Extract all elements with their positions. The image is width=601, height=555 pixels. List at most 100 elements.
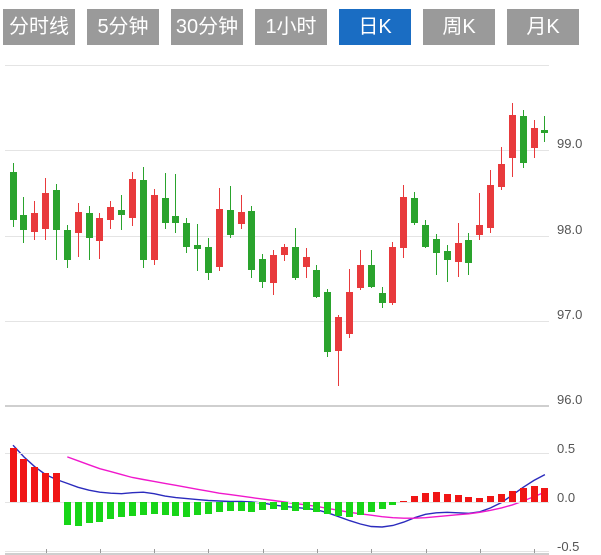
y-axis-label: 96.0	[557, 392, 583, 407]
macd-bar-down	[346, 502, 353, 517]
macd-bar-up	[432, 492, 440, 502]
tab-timeline[interactable]: 分时线	[3, 9, 75, 45]
candle-body	[85, 213, 93, 238]
candle-body	[118, 209, 126, 215]
tab-1hour[interactable]: 1小时	[255, 9, 327, 45]
candle-body	[280, 247, 288, 256]
macd-bar-down	[237, 502, 245, 511]
candle-body	[411, 198, 419, 223]
macd-bar-up	[487, 496, 495, 502]
candle-body	[530, 128, 538, 148]
macd-bar-down	[150, 502, 158, 514]
macd-gridline	[5, 502, 549, 503]
macd-bar-down	[96, 502, 104, 522]
candle-body	[150, 195, 158, 261]
candle-body	[313, 269, 321, 297]
x-axis-tick	[99, 549, 101, 553]
y-axis-label: 98.0	[557, 221, 583, 237]
macd-bar-down	[172, 502, 180, 516]
macd-bar-up	[530, 486, 538, 502]
candle-body	[378, 292, 386, 303]
gridline	[5, 65, 549, 66]
candle-body	[454, 243, 462, 262]
tab-monthly-k[interactable]: 月K	[507, 9, 579, 45]
macd-bar-up	[411, 496, 419, 502]
candle-body	[161, 198, 169, 223]
candle-body	[443, 250, 451, 261]
tab-30min[interactable]: 30分钟	[171, 9, 243, 45]
candle-wick	[446, 244, 448, 282]
macd-bar-up	[519, 488, 527, 502]
candle-body	[422, 225, 429, 247]
macd-bar-down	[139, 502, 147, 515]
x-axis-tick	[534, 549, 535, 553]
macd-bar-down	[335, 502, 343, 516]
macd-bar-up	[454, 495, 462, 502]
tab-5min[interactable]: 5分钟	[87, 9, 159, 45]
candle-body	[324, 291, 332, 353]
macd-bar-down	[270, 502, 277, 509]
macd-bar-down	[118, 502, 126, 517]
macd-bar-down	[324, 502, 332, 514]
macd-bar-up	[52, 472, 60, 502]
macd-bar-up	[498, 494, 505, 502]
macd-bar-down	[107, 502, 115, 519]
macd-bar-down	[302, 502, 310, 510]
macd-y-axis-label: -0.5	[557, 539, 580, 554]
macd-bar-down	[280, 502, 288, 510]
candle-body	[432, 238, 440, 254]
macd-bar-up	[400, 501, 408, 502]
candle-body	[302, 256, 310, 267]
candle-body	[96, 217, 104, 242]
gridline	[5, 405, 549, 407]
macd-bar-up	[508, 491, 516, 502]
candle-body	[194, 244, 201, 250]
macd-bar-down	[194, 502, 201, 515]
macd-bar-down	[204, 502, 212, 514]
macd-bar-up	[42, 472, 50, 502]
x-axis-tick	[371, 549, 373, 553]
tab-daily-k[interactable]: 日K	[339, 9, 411, 45]
candle-body	[128, 179, 136, 218]
macd-bar-up	[20, 458, 28, 502]
gridline	[5, 235, 549, 237]
x-axis-tick	[45, 549, 47, 553]
candle-body	[498, 163, 505, 187]
candle-body	[226, 209, 234, 236]
candle-body	[465, 239, 473, 263]
macd-bar-down	[161, 502, 169, 515]
candle-body	[42, 192, 50, 229]
candle-body	[63, 230, 71, 261]
candle-body	[476, 225, 484, 236]
y-axis-label: 97.0	[557, 306, 583, 322]
macd-y-axis-label: 0.5	[557, 441, 576, 456]
macd-bar-down	[63, 502, 71, 525]
macd-bar-up	[443, 494, 451, 502]
tab-weekly-k[interactable]: 周K	[423, 9, 495, 45]
x-axis-tick	[425, 549, 427, 553]
candle-body	[346, 291, 353, 335]
candle-body	[215, 209, 223, 268]
gridline	[5, 150, 549, 152]
period-tabbar: 分时线 5分钟 30分钟 1小时 日K 周K 月K	[3, 9, 579, 45]
macd-bar-up	[465, 497, 473, 502]
candle-wick	[544, 116, 546, 142]
x-axis-tick	[479, 549, 481, 553]
y-axis-label: 99.0	[557, 136, 583, 152]
macd-y-axis-label: 0.0	[557, 490, 576, 505]
candle-body	[9, 171, 17, 221]
candle-body	[508, 115, 516, 158]
macd-bar-down	[313, 502, 321, 512]
gridline	[5, 320, 549, 322]
candle-body	[259, 259, 267, 283]
macd-bar-up	[31, 466, 39, 502]
macd-bar-down	[74, 502, 82, 526]
candle-body	[291, 246, 299, 279]
candle-body	[356, 264, 364, 288]
macd-gridline	[5, 551, 549, 552]
macd-bar-up	[541, 488, 549, 502]
candle-body	[31, 213, 39, 233]
x-axis-tick	[316, 549, 318, 553]
candle-body	[248, 210, 256, 270]
